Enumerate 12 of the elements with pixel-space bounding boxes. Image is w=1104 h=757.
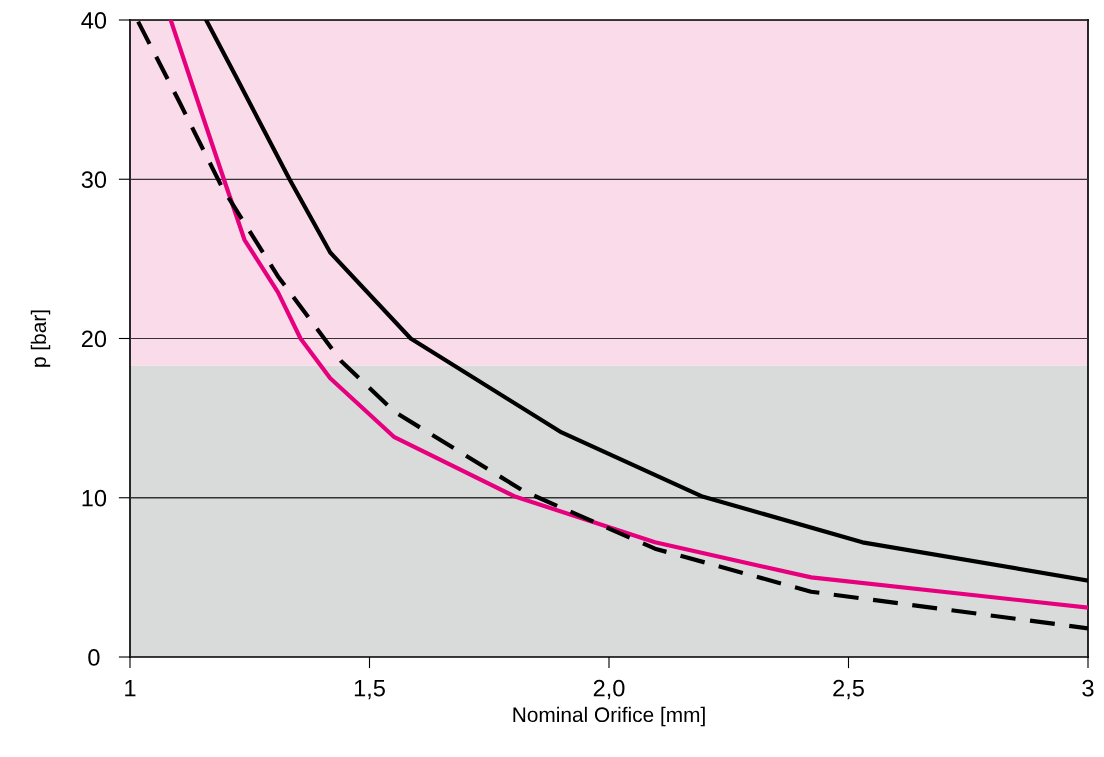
y-tick-label: 10 bbox=[82, 489, 107, 507]
x-tick-label: 1 bbox=[125, 680, 136, 697]
x-tick-label: 1,5 bbox=[354, 680, 385, 700]
y-tick-label: 40 bbox=[81, 12, 107, 29]
y-tick-label: 20 bbox=[81, 330, 107, 348]
x-axis-title: Nominal Orifice [mm] bbox=[513, 706, 705, 727]
y-tick-label: 0 bbox=[88, 649, 100, 666]
y-axis-title: p [bar] bbox=[30, 310, 51, 367]
x-tick-label: 2,5 bbox=[833, 679, 864, 700]
y-tick-label: 30 bbox=[81, 171, 107, 189]
x-tick-label: 3 bbox=[1082, 679, 1094, 697]
x-tick-label: 2,0 bbox=[593, 679, 625, 700]
